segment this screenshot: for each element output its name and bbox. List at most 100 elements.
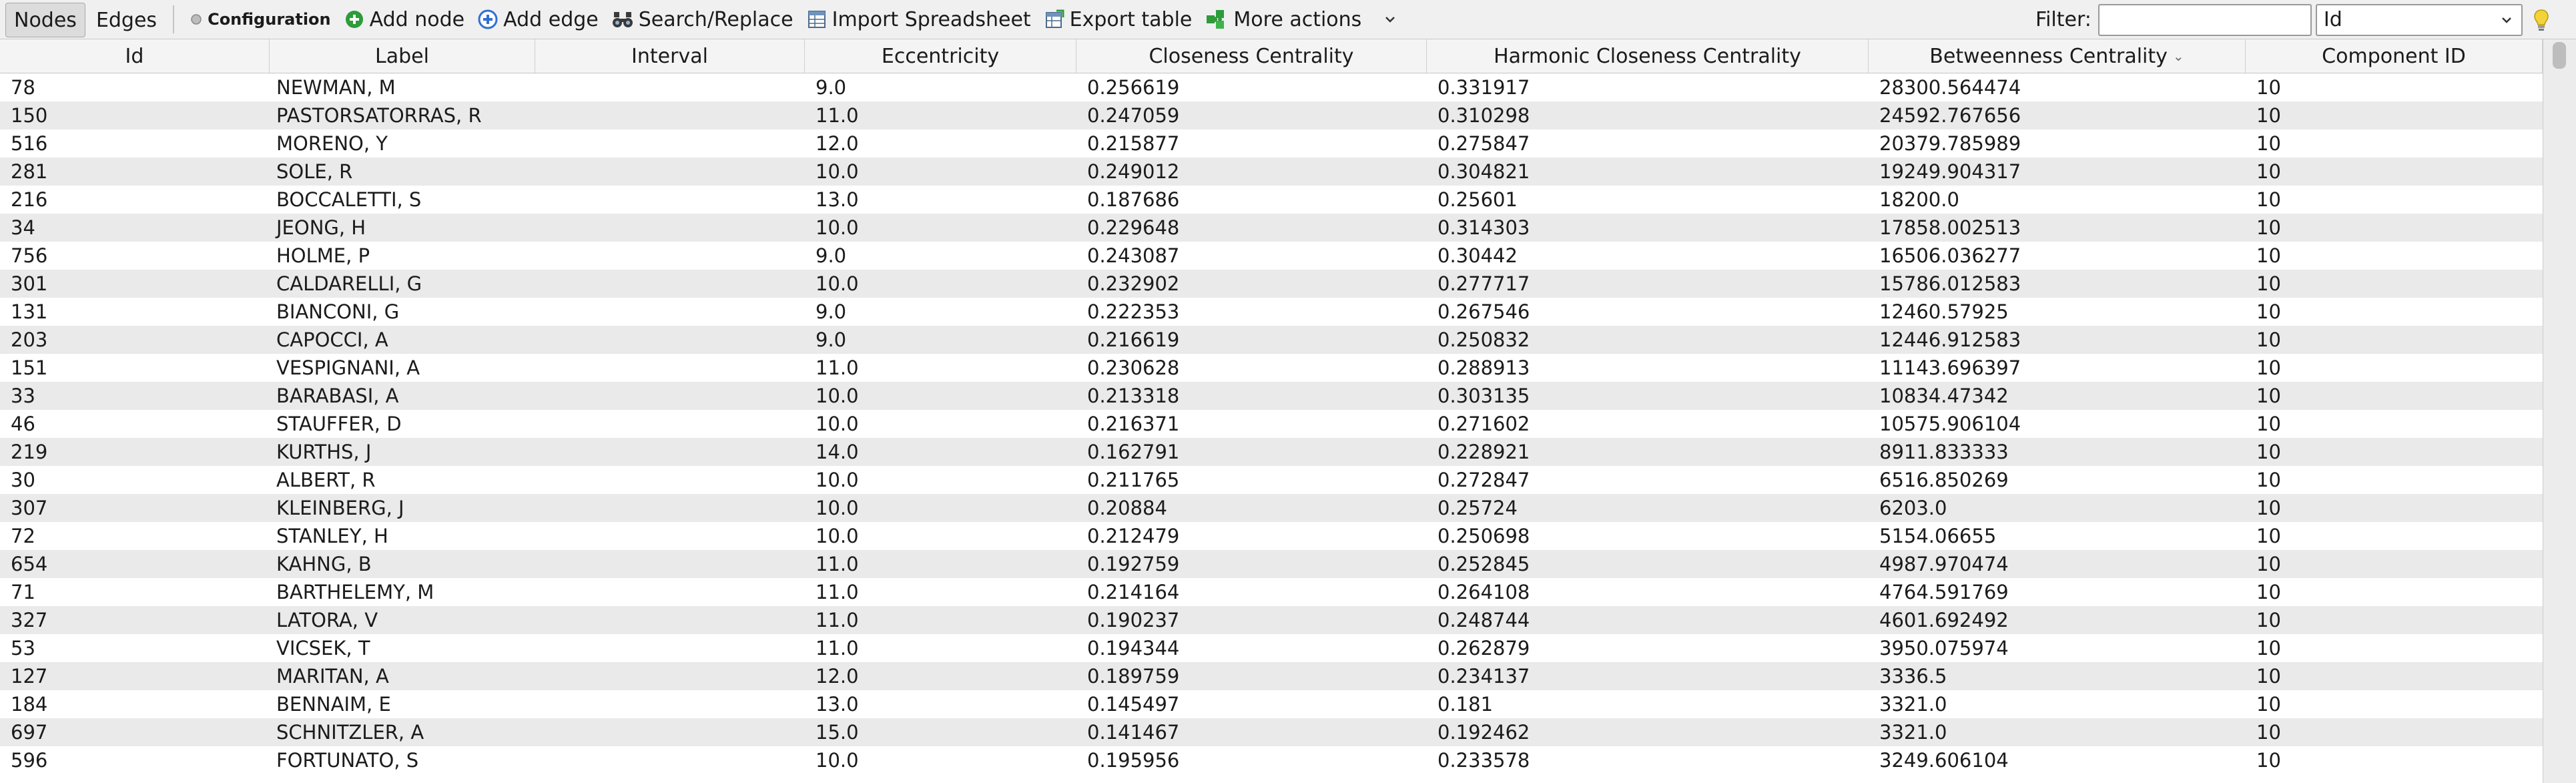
cell-closeness[interactable]: 0.243087 bbox=[1087, 244, 1180, 267]
table-row[interactable]: 203 CAPOCCI, A 9.0 0.216619 0.250832 12446.91… bbox=[0, 326, 2543, 354]
cell-id[interactable]: 150 bbox=[11, 104, 48, 127]
cell-label[interactable]: STAUFFER, D bbox=[276, 413, 402, 435]
cell-betweenness[interactable]: 6516.850269 bbox=[1879, 469, 2009, 491]
cell-betweenness[interactable]: 4764.591769 bbox=[1879, 581, 2009, 603]
cell-betweenness[interactable]: 10834.47342 bbox=[1879, 384, 2009, 407]
cell-component-id[interactable]: 10 bbox=[2256, 300, 2281, 323]
table-row[interactable]: 327 LATORA, V 11.0 0.190237 0.248744 4601.692… bbox=[0, 606, 2543, 634]
cell-id[interactable]: 203 bbox=[11, 328, 48, 351]
cell-harmonic-closeness[interactable]: 0.30442 bbox=[1437, 244, 1518, 267]
cell-harmonic-closeness[interactable]: 0.267546 bbox=[1437, 300, 1530, 323]
cell-id[interactable]: 756 bbox=[11, 244, 48, 267]
table-row[interactable]: 596 FORTUNATO, S 10.0 0.195956 0.233578 3249.… bbox=[0, 746, 2543, 774]
cell-component-id[interactable]: 10 bbox=[2256, 188, 2281, 211]
cell-component-id[interactable]: 10 bbox=[2256, 76, 2281, 99]
cell-closeness[interactable]: 0.230628 bbox=[1087, 356, 1180, 379]
cell-label[interactable]: HOLME, P bbox=[276, 244, 370, 267]
scrollbar-thumb[interactable] bbox=[2553, 42, 2566, 69]
cell-closeness[interactable]: 0.222353 bbox=[1087, 300, 1180, 323]
cell-label[interactable]: SOLE, R bbox=[276, 160, 353, 183]
cell-component-id[interactable]: 10 bbox=[2256, 384, 2281, 407]
cell-id[interactable]: 151 bbox=[11, 356, 48, 379]
more-actions-button[interactable]: More actions bbox=[1199, 2, 1405, 37]
export-table-button[interactable]: Export table bbox=[1038, 2, 1199, 37]
cell-label[interactable]: BIANCONI, G bbox=[276, 300, 400, 323]
tab-edges[interactable]: Edges bbox=[88, 3, 165, 37]
cell-label[interactable]: STANLEY, H bbox=[276, 525, 388, 547]
cell-label[interactable]: FORTUNATO, S bbox=[276, 749, 419, 772]
vertical-scrollbar[interactable] bbox=[2543, 39, 2576, 783]
cell-eccentricity[interactable]: 9.0 bbox=[816, 300, 847, 323]
cell-component-id[interactable]: 10 bbox=[2256, 216, 2281, 239]
cell-component-id[interactable]: 10 bbox=[2256, 328, 2281, 351]
cell-label[interactable]: KLEINBERG, J bbox=[276, 497, 404, 519]
cell-id[interactable]: 654 bbox=[11, 553, 48, 575]
cell-label[interactable]: VESPIGNANI, A bbox=[276, 356, 420, 379]
cell-component-id[interactable]: 10 bbox=[2256, 665, 2281, 688]
cell-id[interactable]: 697 bbox=[11, 721, 48, 744]
cell-eccentricity[interactable]: 12.0 bbox=[816, 665, 859, 688]
cell-component-id[interactable]: 10 bbox=[2256, 693, 2281, 716]
cell-harmonic-closeness[interactable]: 0.248744 bbox=[1437, 609, 1530, 631]
table-row[interactable]: 72 STANLEY, H 10.0 0.212479 0.250698 5154.066… bbox=[0, 522, 2543, 550]
cell-label[interactable]: SCHNITZLER, A bbox=[276, 721, 424, 744]
cell-eccentricity[interactable]: 10.0 bbox=[816, 497, 859, 519]
cell-harmonic-closeness[interactable]: 0.233578 bbox=[1437, 749, 1530, 772]
cell-label[interactable]: MARITAN, A bbox=[276, 665, 389, 688]
cell-closeness[interactable]: 0.213318 bbox=[1087, 384, 1180, 407]
table-row[interactable]: 654 KAHNG, B 11.0 0.192759 0.252845 4987.9704… bbox=[0, 550, 2543, 578]
cell-harmonic-closeness[interactable]: 0.272847 bbox=[1437, 469, 1530, 491]
cell-harmonic-closeness[interactable]: 0.264108 bbox=[1437, 581, 1530, 603]
cell-betweenness[interactable]: 3321.0 bbox=[1879, 721, 1947, 744]
cell-harmonic-closeness[interactable]: 0.303135 bbox=[1437, 384, 1530, 407]
cell-harmonic-closeness[interactable]: 0.271602 bbox=[1437, 413, 1530, 435]
cell-component-id[interactable]: 10 bbox=[2256, 469, 2281, 491]
cell-component-id[interactable]: 10 bbox=[2256, 104, 2281, 127]
cell-eccentricity[interactable]: 10.0 bbox=[816, 160, 859, 183]
cell-betweenness[interactable]: 15786.012583 bbox=[1879, 272, 2021, 295]
cell-id[interactable]: 281 bbox=[11, 160, 48, 183]
cell-component-id[interactable]: 10 bbox=[2256, 160, 2281, 183]
cell-betweenness[interactable]: 6203.0 bbox=[1879, 497, 1947, 519]
search-replace-button[interactable]: Search/Replace bbox=[605, 2, 800, 37]
cell-eccentricity[interactable]: 13.0 bbox=[816, 188, 859, 211]
configuration-button[interactable]: Configuration bbox=[184, 2, 338, 37]
cell-harmonic-closeness[interactable]: 0.25601 bbox=[1437, 188, 1518, 211]
cell-harmonic-closeness[interactable]: 0.181 bbox=[1437, 693, 1494, 716]
cell-harmonic-closeness[interactable]: 0.331917 bbox=[1437, 76, 1530, 99]
cell-eccentricity[interactable]: 10.0 bbox=[816, 216, 859, 239]
cell-eccentricity[interactable]: 15.0 bbox=[816, 721, 859, 744]
cell-closeness[interactable]: 0.189759 bbox=[1087, 665, 1180, 688]
cell-eccentricity[interactable]: 9.0 bbox=[816, 328, 847, 351]
cell-harmonic-closeness[interactable]: 0.304821 bbox=[1437, 160, 1530, 183]
column-header-interval[interactable]: Interval bbox=[535, 39, 805, 73]
cell-id[interactable]: 30 bbox=[11, 469, 35, 491]
cell-eccentricity[interactable]: 12.0 bbox=[816, 132, 859, 155]
filter-column-select[interactable]: Id bbox=[2315, 3, 2523, 36]
cell-label[interactable]: CAPOCCI, A bbox=[276, 328, 388, 351]
cell-closeness[interactable]: 0.216371 bbox=[1087, 413, 1180, 435]
cell-component-id[interactable]: 10 bbox=[2256, 637, 2281, 660]
cell-harmonic-closeness[interactable]: 0.275847 bbox=[1437, 132, 1530, 155]
cell-component-id[interactable]: 10 bbox=[2256, 525, 2281, 547]
cell-closeness[interactable]: 0.211765 bbox=[1087, 469, 1180, 491]
cell-label[interactable]: ALBERT, R bbox=[276, 469, 376, 491]
cell-closeness[interactable]: 0.249012 bbox=[1087, 160, 1180, 183]
cell-betweenness[interactable]: 16506.036277 bbox=[1879, 244, 2021, 267]
cell-closeness[interactable]: 0.212479 bbox=[1087, 525, 1180, 547]
cell-closeness[interactable]: 0.232902 bbox=[1087, 272, 1180, 295]
add-node-button[interactable]: Add node bbox=[338, 2, 472, 37]
cell-label[interactable]: CALDARELLI, G bbox=[276, 272, 422, 295]
cell-component-id[interactable]: 10 bbox=[2256, 581, 2281, 603]
cell-component-id[interactable]: 10 bbox=[2256, 132, 2281, 155]
cell-harmonic-closeness[interactable]: 0.25724 bbox=[1437, 497, 1518, 519]
cell-eccentricity[interactable]: 11.0 bbox=[816, 104, 859, 127]
cell-component-id[interactable]: 10 bbox=[2256, 441, 2281, 463]
cell-closeness[interactable]: 0.229648 bbox=[1087, 216, 1180, 239]
table-row[interactable]: 184 BENNAIM, E 13.0 0.145497 0.181 3321.0 10 bbox=[0, 690, 2543, 718]
table-row[interactable]: 516 MORENO, Y 12.0 0.215877 0.275847 20379.78… bbox=[0, 129, 2543, 158]
cell-betweenness[interactable]: 3321.0 bbox=[1879, 693, 1947, 716]
cell-id[interactable]: 46 bbox=[11, 413, 35, 435]
table-row[interactable]: 756 HOLME, P 9.0 0.243087 0.30442 16506.03627… bbox=[0, 242, 2543, 270]
table-row[interactable]: 301 CALDARELLI, G 10.0 0.232902 0.277717 1578… bbox=[0, 270, 2543, 298]
